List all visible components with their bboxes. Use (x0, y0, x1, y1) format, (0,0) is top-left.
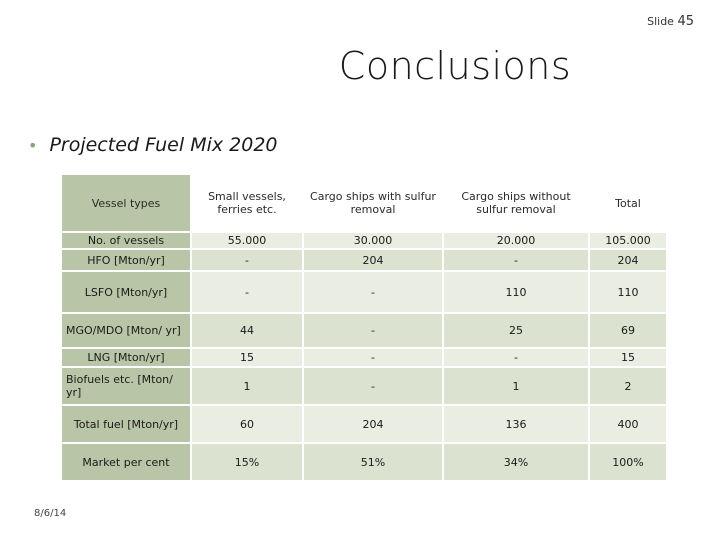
table-cell: 1 (442, 366, 590, 406)
table-cell: - (302, 270, 444, 314)
bullet-item: • Projected Fuel Mix 2020 (28, 134, 278, 156)
table-cell: 110 (588, 270, 668, 314)
table-cell: 204 (302, 248, 444, 272)
row-label: LNG [Mton/yr] (60, 347, 192, 368)
header-cell: Cargo ships without sulfur removal (442, 173, 590, 233)
table-row: HFO [Mton/yr] - 204 - 204 (60, 248, 668, 272)
table-cell: - (302, 347, 444, 368)
table-cell: - (190, 270, 304, 314)
table-row: Market per cent 15% 51% 34% 100% (60, 442, 668, 482)
row-label: MGO/MDO [Mton/ yr] (60, 312, 192, 349)
table-cell: 44 (190, 312, 304, 349)
table-cell: 136 (442, 404, 590, 444)
table-cell: 60 (190, 404, 304, 444)
table-cell: 15 (588, 347, 668, 368)
table-row: Total fuel [Mton/yr] 60 204 136 400 (60, 404, 668, 444)
table-row: LSFO [Mton/yr] - - 110 110 (60, 270, 668, 314)
table-cell: 51% (302, 442, 444, 482)
table-row: MGO/MDO [Mton/ yr] 44 - 25 69 (60, 312, 668, 349)
row-label: HFO [Mton/yr] (60, 248, 192, 272)
table-cell: 1 (190, 366, 304, 406)
fuel-mix-table: Vessel types Small vessels, ferries etc.… (60, 173, 668, 482)
table-cell: 2 (588, 366, 668, 406)
bullet-text: Projected Fuel Mix 2020 (49, 134, 278, 156)
table-cell: 30.000 (302, 231, 444, 250)
row-label: Biofuels etc. [Mton/ yr] (60, 366, 192, 406)
table-cell: 15% (190, 442, 304, 482)
bullet-dot-icon: • (28, 136, 38, 155)
slide-title: Conclusions (338, 44, 572, 88)
row-label: LSFO [Mton/yr] (60, 270, 192, 314)
slide-number-value: 45 (677, 14, 694, 29)
table-cell: - (442, 248, 590, 272)
table-cell: 25 (442, 312, 590, 349)
row-label: Total fuel [Mton/yr] (60, 404, 192, 444)
row-label: Market per cent (60, 442, 192, 482)
table-cell: 204 (588, 248, 668, 272)
table-cell: 204 (302, 404, 444, 444)
table-row: LNG [Mton/yr] 15 - - 15 (60, 347, 668, 368)
header-cell: Cargo ships with sulfur removal (302, 173, 444, 233)
header-cell: Total (588, 173, 668, 233)
table-cell: 55.000 (190, 231, 304, 250)
table-cell: - (302, 312, 444, 349)
table-cell: - (302, 366, 444, 406)
table-header-row: Vessel types Small vessels, ferries etc.… (60, 173, 668, 233)
row-label: No. of vessels (60, 231, 192, 250)
table-cell: - (442, 347, 590, 368)
table-cell: 15 (190, 347, 304, 368)
header-cell: Vessel types (60, 173, 192, 233)
table-cell: 69 (588, 312, 668, 349)
slide-date: 8/6/14 (34, 508, 67, 519)
header-cell: Small vessels, ferries etc. (190, 173, 304, 233)
table-cell: - (190, 248, 304, 272)
slide-number-label: Slide (647, 15, 674, 28)
slide-number: Slide 45 (647, 14, 694, 29)
table-row: No. of vessels 55.000 30.000 20.000 105.… (60, 231, 668, 250)
table-cell: 100% (588, 442, 668, 482)
table-cell: 105.000 (588, 231, 668, 250)
table-cell: 20.000 (442, 231, 590, 250)
table-cell: 34% (442, 442, 590, 482)
table-cell: 400 (588, 404, 668, 444)
table-cell: 110 (442, 270, 590, 314)
table-row: Biofuels etc. [Mton/ yr] 1 - 1 2 (60, 366, 668, 406)
